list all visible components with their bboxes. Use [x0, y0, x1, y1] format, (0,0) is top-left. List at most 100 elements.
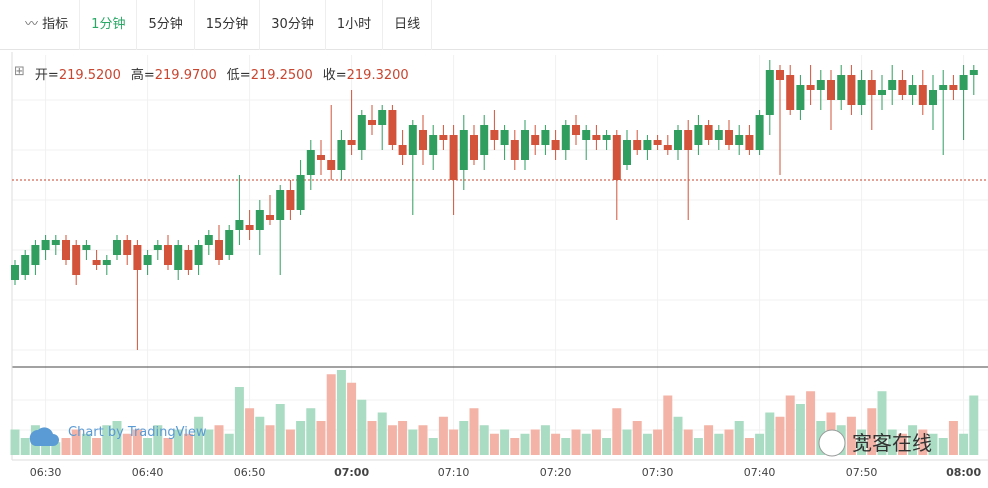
- candle-body: [459, 130, 468, 170]
- x-tick-label: 08:00: [946, 466, 981, 479]
- candle-body: [939, 85, 948, 90]
- candle-body: [194, 245, 203, 265]
- volume-bar: [632, 421, 642, 455]
- candle-body: [153, 245, 162, 250]
- volume-bar: [908, 425, 918, 455]
- interval-tab[interactable]: 30分钟: [260, 0, 326, 50]
- volume-bar: [714, 433, 724, 455]
- volume-bar: [71, 429, 81, 455]
- volume-bar: [245, 408, 255, 455]
- volume-bar: [234, 387, 244, 455]
- volume-bar: [663, 395, 673, 455]
- candle-body: [643, 140, 652, 150]
- volume-bar: [61, 438, 71, 455]
- volume-bar: [173, 429, 183, 455]
- volume-bar: [581, 433, 591, 455]
- volume-bar: [112, 421, 122, 455]
- candle-body: [612, 135, 621, 180]
- candle-body: [908, 85, 917, 95]
- candle-body: [755, 115, 764, 150]
- volume-bar: [132, 429, 142, 455]
- candle-body: [255, 210, 264, 230]
- volume-bar: [265, 425, 275, 455]
- volume-bar: [367, 421, 377, 455]
- ohlc-item: 高=219.9700: [131, 64, 217, 83]
- candle-body: [623, 140, 631, 165]
- indicator-button[interactable]: 〰 指标: [14, 0, 81, 50]
- volume-bar: [500, 429, 510, 455]
- candle-body: [521, 130, 529, 160]
- candle-body: [663, 145, 672, 150]
- candle-body: [867, 80, 876, 95]
- interval-tab[interactable]: 1分钟: [80, 0, 138, 50]
- volume-bar: [673, 416, 683, 455]
- candle-body: [786, 75, 795, 110]
- candle-body: [602, 135, 611, 140]
- volume-bar: [398, 421, 408, 455]
- interval-tab[interactable]: 日线: [383, 0, 433, 50]
- candle-body: [225, 230, 234, 255]
- volume-bar: [296, 421, 306, 455]
- candle-body: [31, 245, 40, 265]
- volume-bar: [704, 425, 714, 455]
- volume-bar: [224, 433, 234, 455]
- volume-bar: [336, 370, 346, 455]
- candle-body: [439, 135, 448, 140]
- volume-bar: [887, 429, 897, 455]
- candle-body: [113, 240, 121, 255]
- candle-body: [725, 130, 733, 145]
- expand-icon[interactable]: ⊞: [14, 64, 25, 79]
- candle-body: [11, 265, 19, 280]
- volume-bar: [602, 438, 612, 455]
- candle-body: [490, 130, 499, 140]
- candle-body: [347, 140, 356, 145]
- candle-body: [704, 125, 713, 140]
- candle-body: [266, 215, 274, 220]
- candle-body: [745, 135, 754, 150]
- candle-body: [337, 140, 346, 170]
- candle-body: [235, 220, 244, 230]
- interval-tab[interactable]: 5分钟: [137, 0, 195, 50]
- candle-body: [776, 70, 784, 80]
- candle-body: [827, 80, 835, 100]
- candle-body: [551, 140, 560, 150]
- interval-tab[interactable]: 15分钟: [195, 0, 261, 50]
- candle-body: [368, 120, 376, 125]
- x-tick-label: 07:00: [334, 466, 369, 479]
- volume-bar: [612, 408, 622, 455]
- candle-body: [918, 85, 927, 105]
- candle-body: [592, 135, 601, 140]
- candle-body: [62, 240, 70, 260]
- volume-bar: [214, 425, 224, 455]
- volume-bar: [918, 429, 928, 455]
- candle-body: [888, 80, 897, 90]
- volume-bar: [479, 425, 489, 455]
- watermark-logo: [29, 427, 59, 446]
- candle-body: [398, 145, 407, 155]
- candle-body: [419, 130, 427, 150]
- candle-body: [898, 80, 907, 95]
- volume-bar: [510, 438, 520, 455]
- interval-tab[interactable]: 1小时: [326, 0, 384, 50]
- indicator-label: 指标: [42, 16, 69, 32]
- volume-bar: [387, 425, 397, 455]
- volume-bar: [561, 438, 571, 455]
- volume-bar: [153, 425, 163, 455]
- candle-body: [388, 110, 397, 145]
- candle-body: [92, 260, 101, 265]
- ohlc-item: 低=219.2500: [227, 64, 313, 83]
- candle-body: [480, 125, 489, 155]
- volume-bar: [959, 433, 969, 455]
- volume-bar: [775, 416, 785, 455]
- volume-bar: [81, 433, 91, 455]
- candle-body: [959, 75, 968, 90]
- ohlc-value: 219.9700: [154, 68, 217, 83]
- volume-bar: [316, 421, 326, 455]
- candle-body: [633, 140, 642, 150]
- volume-bar: [347, 382, 357, 455]
- volume-bar: [765, 412, 775, 455]
- volume-bar: [489, 433, 499, 455]
- volume-bar: [755, 433, 765, 455]
- candle-body: [765, 70, 774, 115]
- candle-body: [215, 240, 223, 260]
